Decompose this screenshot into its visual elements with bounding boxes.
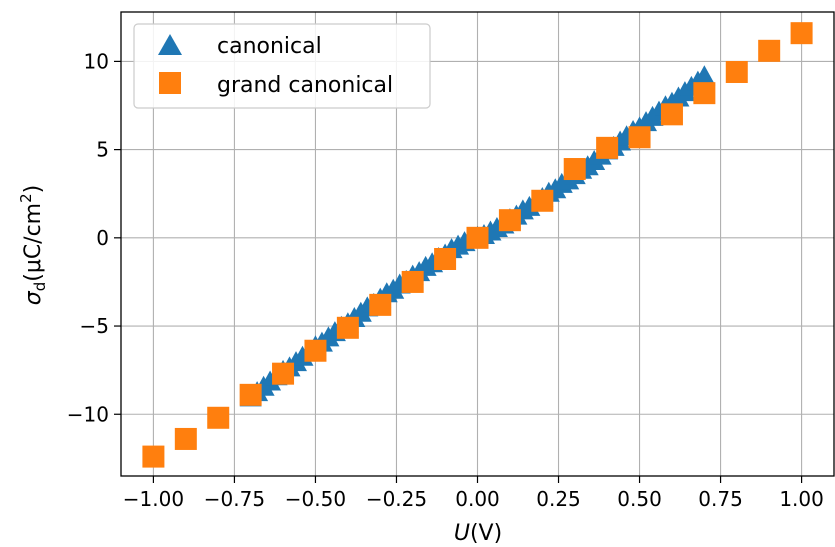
- x-axis-unit: (V): [470, 521, 502, 546]
- y-axis-sup: 2: [17, 193, 35, 203]
- legend-label-canonical: canonical: [217, 34, 322, 59]
- legend-marker-grand-canonical: [159, 72, 181, 94]
- grand-canonical-point: [790, 22, 813, 45]
- y-tick-label: 10: [84, 49, 109, 73]
- grand-canonical-point: [272, 362, 295, 385]
- legend: canonical grand canonical: [133, 23, 431, 109]
- series-grand-canonical: [142, 22, 813, 468]
- grand-canonical-point: [369, 293, 392, 316]
- y-axis-unit-pre: (μC/cm: [21, 203, 46, 282]
- grand-canonical-point: [336, 316, 359, 339]
- legend-box: [133, 23, 431, 109]
- x-axis-label: U(V): [454, 521, 502, 546]
- legend-label-grand-canonical: grand canonical: [217, 73, 393, 98]
- y-axis-label: σd(μC/cm2): [17, 185, 49, 306]
- x-tick-label: −1.00: [123, 487, 184, 511]
- x-tick-label: −0.25: [366, 487, 427, 511]
- canonical-point: [693, 65, 716, 86]
- y-tick-label: −10: [67, 402, 109, 426]
- grand-canonical-point: [660, 103, 683, 126]
- x-tick-label: 0.50: [617, 487, 662, 511]
- x-tick-label: 0.00: [455, 487, 500, 511]
- x-tick-label: 0.25: [536, 487, 581, 511]
- grand-canonical-point: [466, 226, 489, 249]
- x-axis-var: U: [454, 521, 470, 546]
- y-tick-label: 0: [96, 226, 109, 250]
- grand-canonical-point: [304, 339, 327, 362]
- legend-marker-canonical: [158, 34, 182, 55]
- data-marks: [142, 22, 813, 468]
- y-tick-label: 5: [96, 138, 109, 162]
- x-tick-label: 1.00: [779, 487, 824, 511]
- grand-canonical-point: [207, 406, 230, 429]
- grand-canonical-point: [239, 383, 262, 406]
- x-tick-label: −0.75: [204, 487, 265, 511]
- x-tick-label: 0.75: [698, 487, 743, 511]
- y-tick-label: −5: [80, 314, 109, 338]
- grand-canonical-point: [142, 445, 165, 468]
- grand-canonical-point: [596, 136, 619, 159]
- ticks: −1.00 −0.75 −0.50 −0.25 0.00 0.25 0.50 0.75 1.00…: [67, 49, 824, 511]
- y-axis-var: σ: [21, 290, 46, 305]
- grand-canonical-point: [531, 189, 554, 212]
- grand-canonical-point: [758, 39, 781, 62]
- y-axis-sub: d: [31, 282, 49, 292]
- grand-canonical-point: [174, 427, 197, 450]
- grand-canonical-point: [725, 60, 748, 83]
- grand-canonical-point: [401, 270, 424, 293]
- grand-canonical-point: [628, 126, 651, 149]
- grand-canonical-point: [563, 158, 586, 181]
- grand-canonical-point: [434, 247, 457, 270]
- grand-canonical-point: [498, 209, 521, 232]
- grand-canonical-point: [693, 82, 716, 105]
- x-tick-label: −0.50: [285, 487, 346, 511]
- y-axis-unit-post: ): [21, 185, 46, 194]
